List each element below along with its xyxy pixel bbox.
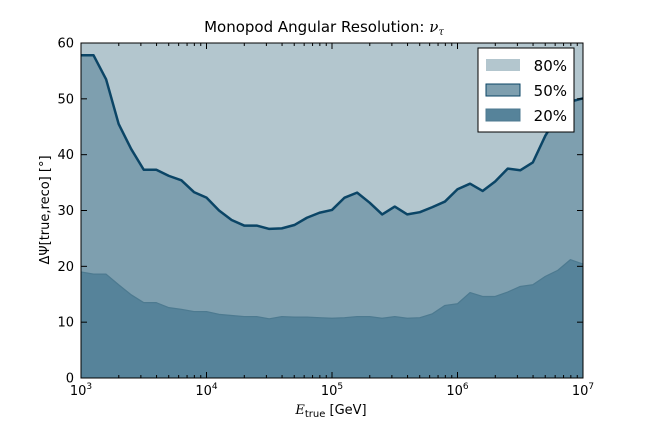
- series-lines: [80, 54, 584, 320]
- x-tick-label: 104: [195, 382, 218, 399]
- y-tick-label: 50: [57, 92, 74, 107]
- x-tick-label: 103: [70, 382, 92, 399]
- legend-label: 80%: [534, 57, 567, 75]
- area-1: [81, 55, 583, 378]
- legend-swatch: [486, 59, 520, 71]
- legend-swatch: [485, 83, 521, 97]
- x-tick-label: 106: [446, 382, 469, 399]
- x-tick-label: 105: [321, 382, 343, 399]
- legend-label: 50%: [534, 82, 567, 100]
- y-axis: 0 10 20 30 40 50 60: [57, 37, 583, 387]
- y-tick-label: 0: [66, 372, 74, 387]
- legend-label: 20%: [534, 107, 567, 125]
- x-axis-label: Etrue [GeV]: [294, 403, 366, 420]
- y-tick-label: 20: [57, 260, 74, 275]
- y-tick-label: 30: [57, 204, 74, 219]
- legend: 80% 50% 20%: [477, 47, 575, 133]
- chart-title: Monopod Angular Resolution: ντ: [204, 18, 444, 38]
- series-line-1: [81, 54, 584, 231]
- x-axis: 103 104 105 106 107: [70, 43, 594, 399]
- x-tick-label: 107: [572, 382, 594, 399]
- y-tick-label: 60: [57, 37, 74, 52]
- y-tick-label: 10: [57, 316, 74, 331]
- y-axis-label: ΔΨ[true,reco] [°]: [38, 155, 53, 264]
- legend-swatch: [485, 108, 521, 122]
- series-line-2: [80, 259, 584, 320]
- y-tick-label: 40: [57, 148, 74, 163]
